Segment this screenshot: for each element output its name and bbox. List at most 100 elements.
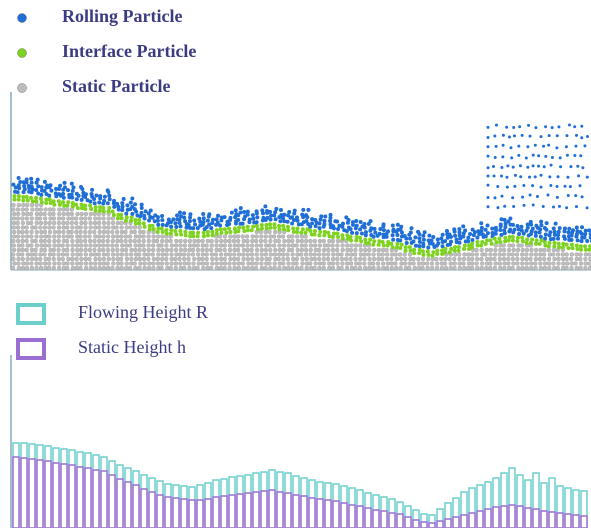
particle xyxy=(133,226,137,230)
particle xyxy=(192,239,196,243)
particle xyxy=(183,262,187,266)
particle xyxy=(327,239,331,243)
particle xyxy=(286,253,290,257)
particle xyxy=(519,164,522,167)
particle xyxy=(377,243,381,247)
particle xyxy=(94,193,98,197)
particle xyxy=(579,248,583,252)
particle xyxy=(44,208,48,212)
particle xyxy=(29,244,33,248)
particle xyxy=(534,126,537,129)
particle xyxy=(520,262,524,266)
particle xyxy=(138,257,142,261)
particle xyxy=(340,262,344,266)
particle xyxy=(11,239,15,243)
particle xyxy=(509,146,512,149)
particle xyxy=(353,266,357,270)
particle xyxy=(115,235,119,239)
particle xyxy=(539,220,543,224)
particle xyxy=(29,221,33,225)
particle xyxy=(133,230,137,234)
particle xyxy=(120,262,124,266)
particle xyxy=(494,262,498,266)
particle xyxy=(191,231,195,235)
particle xyxy=(215,228,219,232)
particle xyxy=(71,253,75,257)
particle xyxy=(196,239,200,243)
particle xyxy=(35,262,39,266)
particle xyxy=(242,266,246,270)
particle xyxy=(202,220,206,224)
particle xyxy=(58,184,62,188)
particle xyxy=(61,230,65,234)
particle xyxy=(128,239,132,243)
particle xyxy=(518,125,521,128)
particle xyxy=(322,248,326,252)
particle xyxy=(169,228,173,232)
particle-field xyxy=(11,124,591,270)
particle xyxy=(286,257,290,261)
particle xyxy=(300,235,304,239)
particle xyxy=(506,186,509,189)
particle xyxy=(308,262,312,266)
particle xyxy=(120,201,124,205)
particle xyxy=(586,206,589,209)
particle xyxy=(219,266,223,270)
particle xyxy=(278,227,282,231)
particle xyxy=(57,266,61,270)
particle xyxy=(83,239,87,243)
particle xyxy=(277,257,281,261)
particle xyxy=(282,239,286,243)
particle xyxy=(498,248,502,252)
particle xyxy=(61,208,65,212)
particle xyxy=(79,185,83,189)
particle xyxy=(116,221,120,225)
particle xyxy=(200,257,204,261)
particle xyxy=(188,239,192,243)
particle xyxy=(537,154,540,157)
particle xyxy=(547,244,551,248)
particle xyxy=(588,262,591,266)
particle xyxy=(11,257,15,261)
particle xyxy=(508,216,512,220)
particle xyxy=(233,266,237,270)
particle xyxy=(43,189,47,193)
bar xyxy=(189,500,195,528)
particle xyxy=(47,266,51,270)
particle xyxy=(210,257,214,261)
particle xyxy=(245,239,249,243)
particle xyxy=(201,262,205,266)
particle xyxy=(93,217,97,221)
particle xyxy=(219,227,223,231)
particle xyxy=(147,248,151,252)
particle xyxy=(577,174,580,177)
particle xyxy=(70,226,74,230)
particle xyxy=(565,262,569,266)
particle xyxy=(106,253,110,257)
particle xyxy=(43,244,47,248)
particle xyxy=(93,201,97,205)
particle xyxy=(480,240,484,244)
particle xyxy=(480,257,484,261)
particle xyxy=(425,262,429,266)
particle xyxy=(219,231,223,235)
particle xyxy=(129,219,133,223)
particle xyxy=(25,217,29,221)
particle xyxy=(209,226,213,230)
particle xyxy=(39,230,43,234)
particle xyxy=(43,248,47,252)
bar xyxy=(533,509,539,528)
particle xyxy=(359,220,363,224)
particle xyxy=(35,208,39,212)
particle xyxy=(457,249,461,253)
particle xyxy=(21,212,25,216)
particle xyxy=(66,188,70,192)
particle xyxy=(130,212,134,216)
particle xyxy=(233,244,237,248)
particle xyxy=(512,166,515,169)
particle xyxy=(559,156,562,159)
particle xyxy=(156,257,160,261)
particle xyxy=(34,248,38,252)
particle xyxy=(133,248,137,252)
particle xyxy=(272,222,276,226)
